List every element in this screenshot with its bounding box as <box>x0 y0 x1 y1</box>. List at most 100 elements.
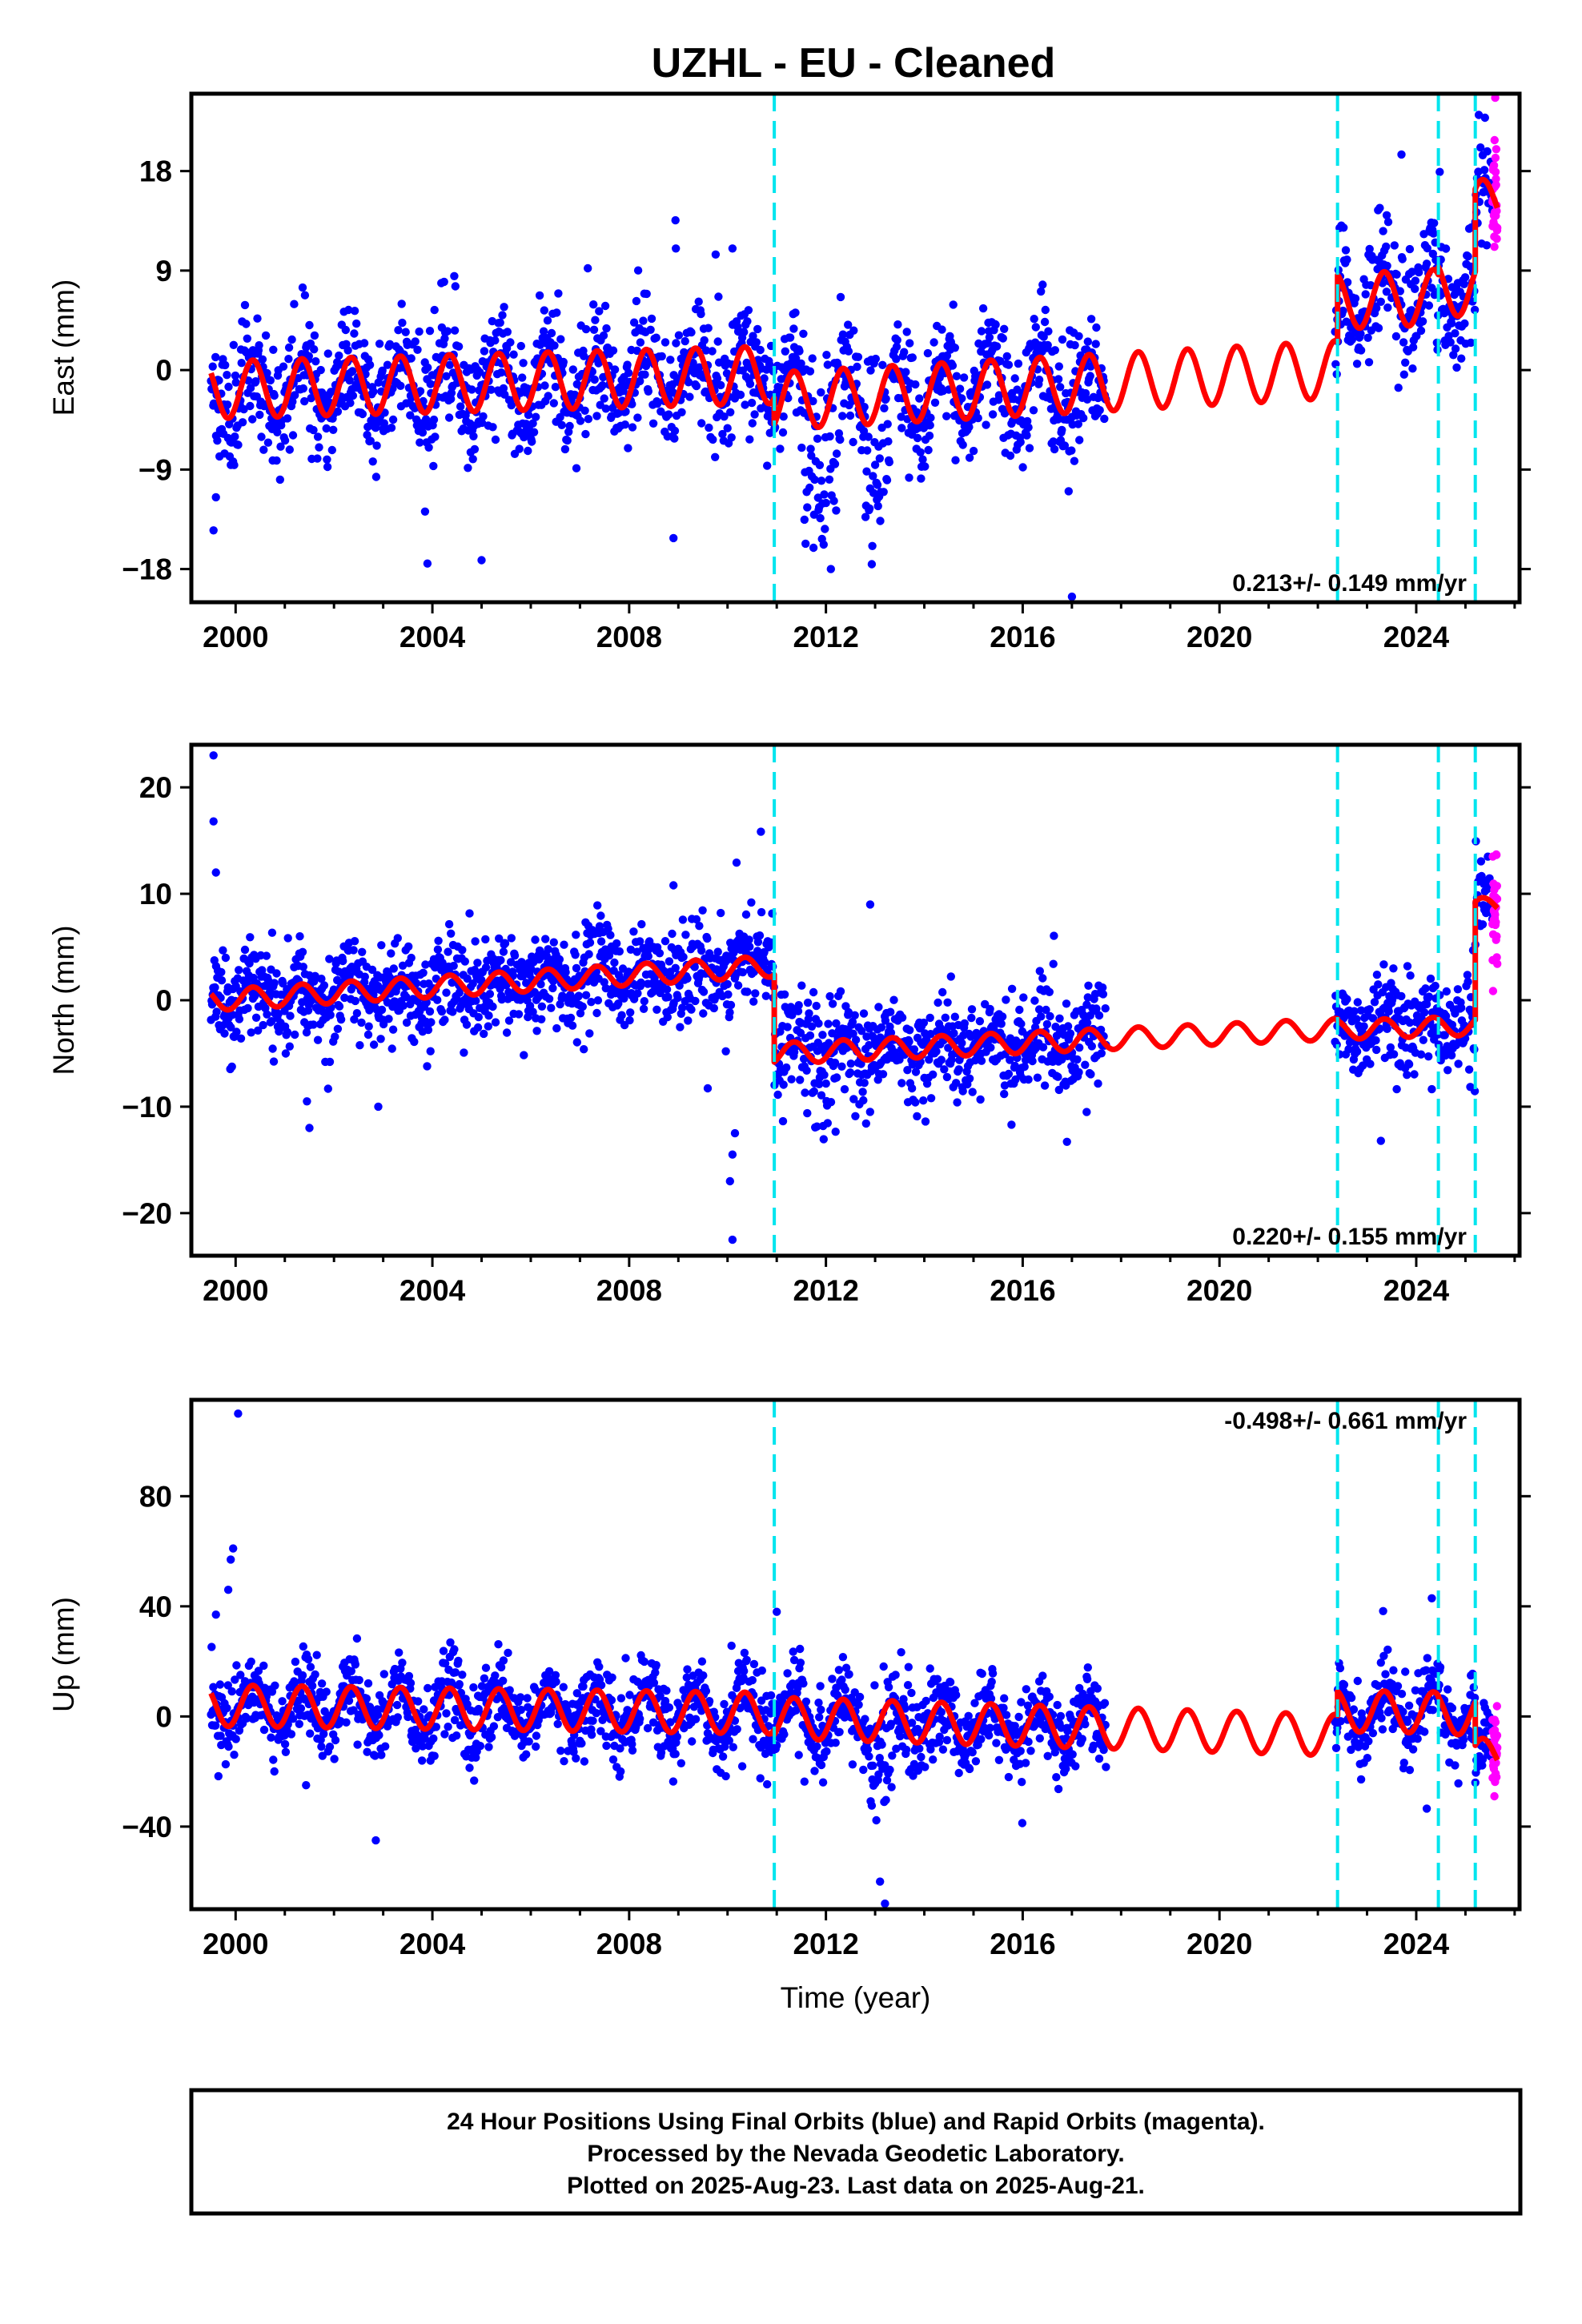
final-orbit-point <box>587 1731 596 1739</box>
final-orbit-point <box>350 307 359 316</box>
final-orbit-point <box>1364 358 1374 367</box>
final-orbit-point <box>994 391 1004 400</box>
final-orbit-point <box>423 1062 432 1071</box>
final-orbit-point <box>552 1677 560 1687</box>
final-orbit-point <box>648 419 658 428</box>
final-orbit-point <box>263 438 273 447</box>
final-orbit-point <box>897 1013 907 1022</box>
final-orbit-point <box>1058 425 1066 435</box>
final-orbit-point <box>215 1680 225 1689</box>
final-orbit-point <box>227 1023 235 1032</box>
final-orbit-point <box>960 1019 970 1028</box>
final-orbit-point <box>831 1128 840 1136</box>
final-orbit-point <box>1041 305 1050 315</box>
final-orbit-point <box>784 393 793 403</box>
final-orbit-point <box>215 376 223 385</box>
final-orbit-point <box>824 1019 833 1028</box>
final-orbit-point <box>624 444 632 452</box>
outlier-point <box>1082 1108 1091 1116</box>
final-orbit-point <box>1395 287 1405 296</box>
final-orbit-point <box>1352 1047 1362 1056</box>
final-orbit-point <box>795 347 804 356</box>
final-orbit-point <box>975 1017 985 1026</box>
final-orbit-point <box>455 1679 464 1689</box>
final-orbit-point <box>212 1007 221 1016</box>
final-orbit-point <box>532 1027 541 1035</box>
final-orbit-point <box>281 1747 291 1756</box>
final-orbit-point <box>237 359 246 368</box>
final-orbit-point <box>868 541 877 550</box>
final-orbit-point <box>1073 1055 1082 1064</box>
final-orbit-point <box>1353 998 1363 1007</box>
final-orbit-point <box>1074 1068 1083 1077</box>
final-orbit-point <box>578 1002 587 1011</box>
final-orbit-point <box>377 1751 386 1759</box>
final-orbit-point <box>219 946 227 955</box>
final-orbit-point <box>1431 981 1439 991</box>
final-orbit-point <box>1374 980 1383 989</box>
final-orbit-point <box>484 1022 492 1031</box>
final-orbit-point <box>217 967 226 977</box>
final-orbit-point <box>464 464 472 472</box>
final-orbit-point <box>444 947 452 956</box>
final-orbit-point <box>629 318 639 327</box>
outlier-point <box>423 559 432 568</box>
final-orbit-point <box>529 428 539 436</box>
final-orbit-point <box>358 947 367 957</box>
final-orbit-point <box>670 426 680 436</box>
final-orbit-point <box>299 1642 307 1651</box>
final-orbit-point <box>600 394 608 403</box>
final-orbit-point <box>208 362 217 371</box>
final-orbit-point <box>711 452 720 461</box>
final-orbit-point <box>805 1009 813 1018</box>
final-orbit-point <box>905 1037 913 1047</box>
outlier-point <box>728 244 737 253</box>
final-orbit-point <box>1399 338 1408 347</box>
final-orbit-point <box>484 1743 493 1751</box>
final-orbit-point <box>725 1008 734 1017</box>
final-orbit-point <box>640 370 649 379</box>
final-orbit-point <box>756 345 765 355</box>
final-orbit-point <box>480 347 489 356</box>
final-orbit-point <box>801 1088 809 1097</box>
final-orbit-point <box>844 347 853 356</box>
final-orbit-point <box>1392 1084 1401 1094</box>
final-orbit-point <box>440 1015 449 1024</box>
final-orbit-point <box>938 987 947 997</box>
y-axis-label: North (mm) <box>47 925 80 1075</box>
final-orbit-point <box>813 493 822 502</box>
final-orbit-point <box>720 1699 729 1709</box>
final-orbit-point <box>470 444 480 454</box>
final-orbit-point <box>325 955 334 963</box>
final-orbit-point <box>1050 346 1060 355</box>
final-orbit-point <box>427 1018 436 1027</box>
final-orbit-point <box>269 345 278 354</box>
final-orbit-point <box>487 385 496 394</box>
final-orbit-point <box>595 1663 604 1671</box>
y-tick-label: 10 <box>139 878 172 911</box>
final-orbit-point <box>366 436 375 445</box>
final-orbit-point <box>950 1029 958 1038</box>
final-orbit-point <box>921 1117 930 1126</box>
final-orbit-point <box>780 1730 789 1739</box>
final-orbit-point <box>295 1719 303 1728</box>
final-orbit-point <box>1028 1056 1037 1066</box>
final-orbit-point <box>330 1755 339 1763</box>
final-orbit-point <box>1038 1043 1048 1051</box>
final-orbit-point <box>892 355 901 364</box>
final-orbit-point <box>552 1023 561 1033</box>
final-orbit-point <box>1365 244 1374 254</box>
final-orbit-point <box>1351 294 1360 303</box>
final-orbit-point <box>488 1002 497 1011</box>
final-orbit-point <box>268 1044 277 1053</box>
final-orbit-point <box>543 316 552 325</box>
final-orbit-point <box>766 1691 776 1700</box>
final-orbit-point <box>221 1759 231 1769</box>
final-orbit-point <box>1086 372 1094 380</box>
final-orbit-point <box>399 1001 408 1011</box>
final-orbit-point <box>959 373 969 382</box>
final-orbit-point <box>595 307 604 316</box>
final-orbit-point <box>444 413 454 422</box>
final-orbit-point <box>911 1098 920 1107</box>
final-orbit-point <box>267 1733 275 1742</box>
